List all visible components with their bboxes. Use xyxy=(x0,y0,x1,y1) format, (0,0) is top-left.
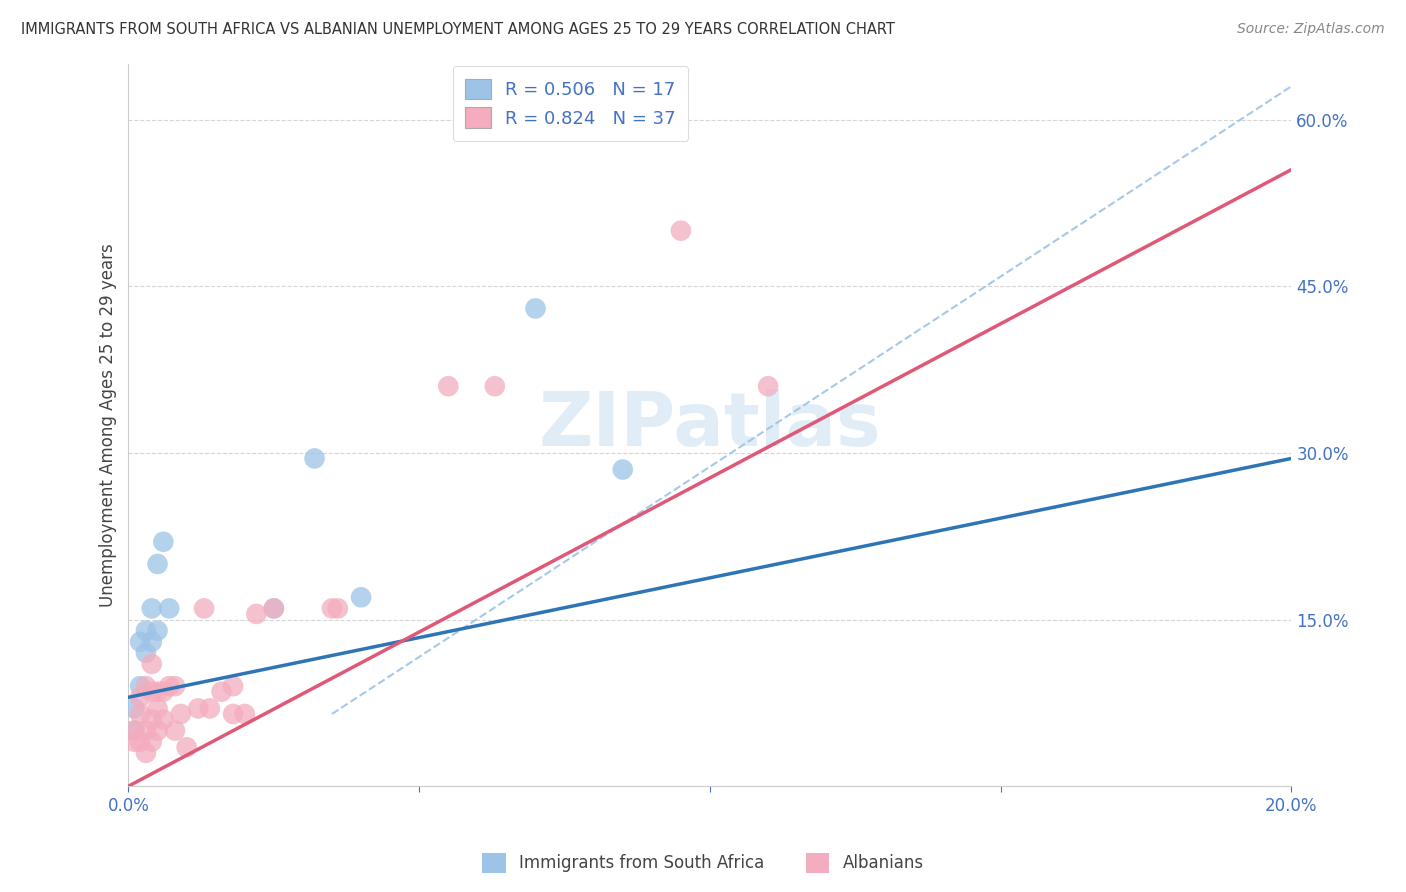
Point xyxy=(141,735,163,749)
Point xyxy=(135,679,157,693)
Point xyxy=(141,684,163,698)
Point xyxy=(157,679,180,693)
Point xyxy=(146,624,169,638)
Point xyxy=(129,690,152,705)
Point xyxy=(129,735,152,749)
Point xyxy=(135,646,157,660)
Point xyxy=(170,706,193,721)
Point xyxy=(146,701,169,715)
Point xyxy=(135,624,157,638)
Text: IMMIGRANTS FROM SOUTH AFRICA VS ALBANIAN UNEMPLOYMENT AMONG AGES 25 TO 29 YEARS : IMMIGRANTS FROM SOUTH AFRICA VS ALBANIAN… xyxy=(21,22,896,37)
Point xyxy=(141,713,163,727)
Point xyxy=(135,723,157,738)
Legend: R = 0.506   N = 17, R = 0.824   N = 37: R = 0.506 N = 17, R = 0.824 N = 37 xyxy=(453,66,688,141)
Point xyxy=(484,379,506,393)
Point xyxy=(146,557,169,571)
Point xyxy=(157,601,180,615)
Y-axis label: Unemployment Among Ages 25 to 29 years: Unemployment Among Ages 25 to 29 years xyxy=(100,244,117,607)
Point xyxy=(124,723,146,738)
Point xyxy=(437,379,460,393)
Point xyxy=(176,740,198,755)
Point xyxy=(756,379,779,393)
Point xyxy=(141,634,163,648)
Point xyxy=(193,601,215,615)
Point xyxy=(163,723,186,738)
Point xyxy=(304,451,326,466)
Point xyxy=(146,723,169,738)
Point xyxy=(263,601,285,615)
Point xyxy=(129,706,152,721)
Point xyxy=(612,462,634,476)
Point xyxy=(141,601,163,615)
Point xyxy=(669,224,692,238)
Point xyxy=(198,701,221,715)
Point xyxy=(129,634,152,648)
Legend: Immigrants from South Africa, Albanians: Immigrants from South Africa, Albanians xyxy=(475,847,931,880)
Point xyxy=(146,684,169,698)
Point xyxy=(135,746,157,760)
Point xyxy=(233,706,256,721)
Point xyxy=(211,684,233,698)
Point xyxy=(524,301,547,316)
Point xyxy=(129,679,152,693)
Point xyxy=(152,713,174,727)
Point xyxy=(222,706,245,721)
Point xyxy=(321,601,343,615)
Point xyxy=(152,534,174,549)
Point xyxy=(124,735,146,749)
Point xyxy=(124,701,146,715)
Point xyxy=(263,601,285,615)
Point xyxy=(350,591,373,605)
Point xyxy=(141,657,163,671)
Point xyxy=(187,701,209,715)
Point xyxy=(152,684,174,698)
Text: Source: ZipAtlas.com: Source: ZipAtlas.com xyxy=(1237,22,1385,37)
Point xyxy=(124,723,146,738)
Text: ZIPatlas: ZIPatlas xyxy=(538,389,882,461)
Point xyxy=(222,679,245,693)
Point xyxy=(245,607,267,621)
Point xyxy=(163,679,186,693)
Point xyxy=(326,601,349,615)
